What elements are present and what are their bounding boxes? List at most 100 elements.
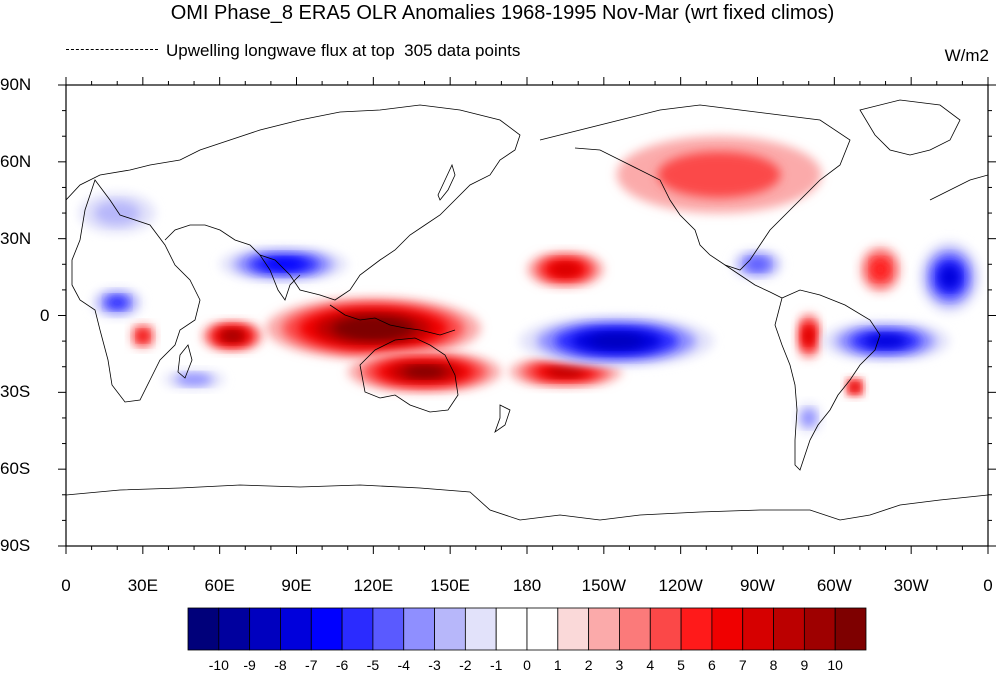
lon-label: 180 xyxy=(512,576,542,595)
coast-indonesia xyxy=(329,304,456,336)
colorbar-label: 0 xyxy=(523,657,531,673)
lon-label: 0 xyxy=(983,576,993,595)
coast-central-america xyxy=(724,264,783,299)
colorbar-swatch xyxy=(803,607,836,651)
colorbar-label: 1 xyxy=(553,657,562,673)
colorbar-label: 9 xyxy=(800,657,809,673)
anomaly-blob xyxy=(403,366,446,378)
anomaly-blob xyxy=(657,151,781,198)
coast-africa xyxy=(71,179,201,403)
colorbar-swatch xyxy=(588,607,620,651)
colorbar-label: 4 xyxy=(646,657,655,673)
colorbar-swatch xyxy=(434,607,466,651)
variable-description: Upwelling longwave flux at top xyxy=(166,41,395,60)
anomaly-blob xyxy=(746,257,769,271)
lon-label: 30W xyxy=(893,576,929,595)
colorbar-label: -8 xyxy=(274,657,287,673)
units-label: W/m2 xyxy=(944,46,989,65)
colorbar-swatch xyxy=(187,607,220,651)
subtitle-left: Upwelling longwave flux at top 305 data … xyxy=(66,40,520,62)
lon-label: 90E xyxy=(281,576,312,595)
colorbar-swatch xyxy=(557,607,590,651)
colorbar-label: 8 xyxy=(769,657,778,673)
lon-label: 150W xyxy=(581,576,627,595)
anomaly-blob xyxy=(871,259,890,280)
colorbar-swatch xyxy=(218,607,251,651)
lat-label: 30N xyxy=(0,228,32,248)
lon-label: 90W xyxy=(740,576,775,595)
coast-eurasia xyxy=(66,104,521,301)
colorbar-label: -2 xyxy=(459,657,472,673)
coast-japan xyxy=(437,163,456,201)
colorbar-swatch xyxy=(773,607,805,651)
lat-label: 30S xyxy=(0,382,31,402)
map-background xyxy=(66,85,988,546)
anomaly-blob xyxy=(348,321,399,336)
colorbar-label: -3 xyxy=(428,657,441,673)
data-points-count: 305 data points xyxy=(404,41,521,60)
anomaly-blob xyxy=(94,200,141,226)
coast-greenland xyxy=(859,99,961,156)
colorbar-swatch xyxy=(464,607,497,651)
anomaly-blob xyxy=(546,366,585,377)
anomaly-blob xyxy=(224,331,241,341)
lon-label: 60W xyxy=(816,576,852,595)
coast-australia xyxy=(359,337,459,413)
colorbar-label: -6 xyxy=(335,657,349,673)
colorbar-label: 10 xyxy=(827,657,843,673)
chart-title: OMI Phase_8 ERA5 OLR Anomalies 1968-1995… xyxy=(170,2,835,24)
colorbar-swatch xyxy=(403,607,435,651)
coast-india xyxy=(259,254,301,301)
colorbar-label: 2 xyxy=(584,657,593,673)
colorbar-label: -10 xyxy=(208,657,229,673)
lon-label: 60E xyxy=(204,576,235,595)
colorbar-label: 5 xyxy=(677,657,685,673)
colorbar-swatch xyxy=(249,607,281,651)
colorbar-swatch xyxy=(280,607,312,651)
colorbar-label: -7 xyxy=(305,657,318,673)
lat-label: 0 xyxy=(40,305,50,325)
colorbar-label: -5 xyxy=(366,657,380,673)
anomaly-blob xyxy=(804,328,813,344)
axis-ticks xyxy=(58,77,996,554)
anomaly-blob xyxy=(590,334,644,349)
anomaly-blob xyxy=(851,383,859,391)
colorbar-swatch xyxy=(680,607,713,651)
coastlines xyxy=(66,99,988,521)
colorbar-swatch xyxy=(711,607,744,651)
colorbar-swatch xyxy=(619,607,651,651)
coast-south-america xyxy=(774,289,881,471)
colorbar-swatch xyxy=(649,607,682,651)
lat-label: 90N xyxy=(0,75,32,94)
colorbar-label: -9 xyxy=(243,657,256,673)
lon-label: 120E xyxy=(353,576,394,595)
lon-label: 0 xyxy=(61,576,71,595)
colorbar-swatch xyxy=(341,607,374,651)
anomaly-blob xyxy=(137,330,149,342)
anomaly-blob xyxy=(552,263,579,276)
lat-label: 60S xyxy=(0,459,31,479)
anomaly-blob xyxy=(175,373,213,386)
anomaly-blob xyxy=(262,258,306,271)
colorbar xyxy=(187,607,867,651)
colorbar-label: -1 xyxy=(489,657,503,673)
coast-europe-west xyxy=(929,174,988,201)
colorbar-label: 7 xyxy=(738,657,747,673)
anomaly-blob xyxy=(864,334,907,348)
anomaly-blob xyxy=(106,296,129,310)
coast-madagascar xyxy=(177,344,193,379)
colorbar-swatch xyxy=(372,607,405,651)
colorbar-swatch xyxy=(310,607,343,651)
colorbar-label: 3 xyxy=(615,657,624,673)
anomaly-blob xyxy=(801,408,817,428)
anomaly-field xyxy=(78,136,981,434)
dashed-line-legend-icon xyxy=(66,49,158,51)
lat-label: 60N xyxy=(0,151,32,171)
colorbar-swatch xyxy=(834,607,867,651)
coast-north-america xyxy=(539,104,851,271)
colorbar-label: -4 xyxy=(397,657,410,673)
colorbar-swatch xyxy=(742,607,774,651)
lon-label: 150E xyxy=(430,576,470,595)
lon-label: 120W xyxy=(658,576,703,595)
